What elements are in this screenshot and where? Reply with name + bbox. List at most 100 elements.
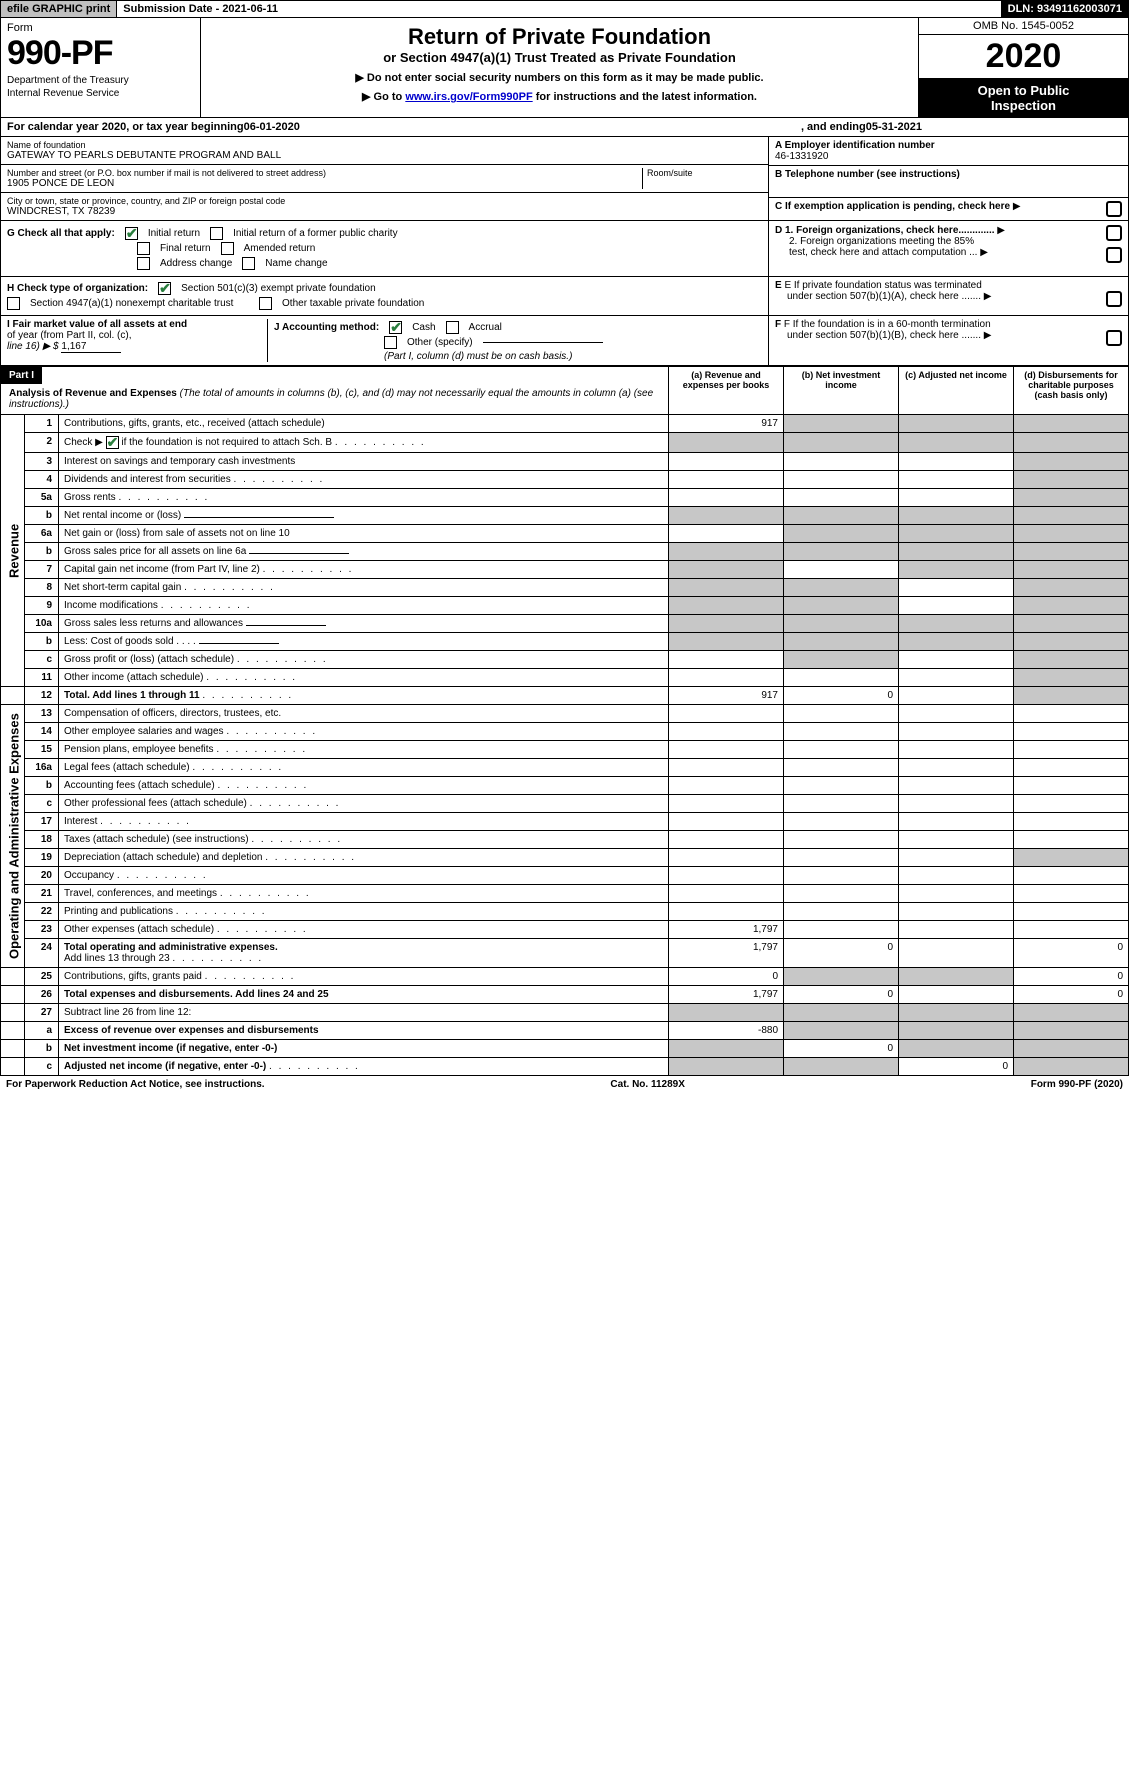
table-row: 23Other expenses (attach schedule) 1,797 (1, 921, 1129, 939)
entity-right: A Employer identification number 46-1331… (768, 137, 1128, 220)
checkbox-initial-return[interactable] (125, 227, 138, 240)
h-label: H Check type of organization: (7, 283, 148, 294)
table-row: cOther professional fees (attach schedul… (1, 795, 1129, 813)
form-number: 990-PF (7, 34, 194, 73)
form-meta-block: OMB No. 1545-0052 2020 Open to Public In… (918, 18, 1128, 117)
table-row: 26 Total expenses and disbursements. Add… (1, 986, 1129, 1004)
open-line2: Inspection (991, 98, 1056, 113)
checkbox-f[interactable] (1106, 330, 1122, 346)
footer-mid: Cat. No. 11289X (610, 1079, 684, 1090)
inst2-pre: ▶ Go to (362, 91, 405, 103)
arrow-icon: ▶ (984, 330, 992, 341)
table-row: Revenue 1 Contributions, gifts, grants, … (1, 415, 1129, 433)
city-cell: City or town, state or province, country… (1, 193, 768, 220)
inline-field[interactable] (199, 643, 279, 644)
phone-cell: B Telephone number (see instructions) (769, 166, 1128, 198)
g-initial-former: Initial return of a former public charit… (233, 228, 398, 239)
amt-b (784, 415, 899, 433)
form-title-block: Return of Private Foundation or Section … (201, 18, 918, 117)
amt-d (1014, 415, 1129, 433)
phone-label: B Telephone number (see instructions) (775, 169, 1122, 180)
checkbox-e[interactable] (1106, 291, 1122, 307)
form-subtitle: or Section 4947(a)(1) Trust Treated as P… (207, 50, 912, 65)
inline-field[interactable] (246, 625, 326, 626)
inline-field[interactable] (184, 517, 334, 518)
table-row: bLess: Cost of goods sold . . . . (1, 633, 1129, 651)
table-row: 2 Check ▶ if the foundation is not requi… (1, 433, 1129, 453)
checkbox-c[interactable] (1106, 201, 1122, 217)
submission-date: Submission Date - 2021-06-11 (117, 1, 1001, 17)
cal-end: 05-31-2021 (866, 121, 922, 133)
checkbox-name-change[interactable] (242, 257, 255, 270)
checkbox-initial-former[interactable] (210, 227, 223, 240)
table-row: 4Dividends and interest from securities (1, 471, 1129, 489)
table-row: 10aGross sales less returns and allowanc… (1, 615, 1129, 633)
checkbox-accrual[interactable] (446, 321, 459, 334)
table-row: 21Travel, conferences, and meetings (1, 885, 1129, 903)
foundation-name-cell: Name of foundation GATEWAY TO PEARLS DEB… (1, 137, 768, 165)
table-row: 7Capital gain net income (from Part IV, … (1, 561, 1129, 579)
cal-begin: 06-01-2020 (244, 121, 300, 133)
checkbox-final[interactable] (137, 242, 150, 255)
table-row: 18Taxes (attach schedule) (see instructi… (1, 831, 1129, 849)
irs-link[interactable]: www.irs.gov/Form990PF (405, 91, 532, 103)
amt-a: 917 (669, 415, 784, 433)
table-row: 20Occupancy (1, 867, 1129, 885)
d2a-label: 2. Foreign organizations meeting the 85% (775, 236, 1122, 247)
part1-header-row: Part I Analysis of Revenue and Expenses … (1, 367, 1129, 415)
j-block: J Accounting method: Cash Accrual Other … (267, 319, 762, 362)
efile-label: efile GRAPHIC print (1, 1, 117, 17)
city-label: City or town, state or province, country… (7, 196, 762, 206)
section-g-d: G Check all that apply: Initial return I… (0, 221, 1129, 277)
checkbox-sch-b[interactable] (106, 436, 119, 449)
page-footer: For Paperwork Reduction Act Notice, see … (0, 1076, 1129, 1093)
g-label: G Check all that apply: (7, 228, 115, 239)
table-row: bNet rental income or (loss) (1, 507, 1129, 525)
col-c-header: (c) Adjusted net income (899, 367, 1014, 415)
checkbox-other-method[interactable] (384, 336, 397, 349)
footer-right: Form 990-PF (2020) (1031, 1079, 1123, 1090)
ein-label: A Employer identification number (775, 140, 1122, 151)
d1-label: D 1. Foreign organizations, check here..… (775, 225, 995, 236)
checkbox-501c3[interactable] (158, 282, 171, 295)
tax-year: 2020 (919, 35, 1128, 79)
i-lab2: of year (from Part II, col. (c), (7, 330, 261, 341)
instruction-1: ▶ Do not enter social security numbers o… (207, 71, 912, 84)
checkbox-amended[interactable] (221, 242, 234, 255)
table-row: 25 Contributions, gifts, grants paid 0 0 (1, 968, 1129, 986)
checkbox-cash[interactable] (389, 321, 402, 334)
ein-cell: A Employer identification number 46-1331… (769, 137, 1128, 166)
h-other: Other taxable private foundation (282, 298, 424, 309)
col-b-header: (b) Net investment income (784, 367, 899, 415)
g-addr: Address change (160, 258, 232, 269)
inst2-post: for instructions and the latest informat… (536, 91, 757, 103)
checkbox-4947[interactable] (7, 297, 20, 310)
dept-treasury: Department of the Treasury (7, 75, 194, 86)
line-desc: Check ▶ if the foundation is not require… (59, 433, 669, 453)
checkbox-other-taxable[interactable] (259, 297, 272, 310)
checkbox-d1[interactable] (1106, 225, 1122, 241)
inline-field[interactable] (249, 553, 349, 554)
g-initial: Initial return (148, 228, 200, 239)
name-label: Name of foundation (7, 140, 762, 150)
table-row: 11Other income (attach schedule) (1, 669, 1129, 687)
table-row: 24 Total operating and administrative ex… (1, 939, 1129, 968)
checkbox-address-change[interactable] (137, 257, 150, 270)
j-other: Other (specify) (407, 337, 473, 348)
section-h-e: H Check type of organization: Section 50… (0, 277, 1129, 316)
expenses-side-label: Operating and Administrative Expenses (1, 705, 25, 968)
other-specify-input[interactable] (483, 342, 603, 343)
table-row: 6aNet gain or (loss) from sale of assets… (1, 525, 1129, 543)
table-row: a Excess of revenue over expenses and di… (1, 1022, 1129, 1040)
form-title: Return of Private Foundation (207, 24, 912, 50)
table-row: 19Depreciation (attach schedule) and dep… (1, 849, 1129, 867)
form-word: Form (7, 22, 194, 34)
g-block: G Check all that apply: Initial return I… (1, 221, 768, 276)
revenue-side-label: Revenue (1, 415, 25, 687)
i-lab1: I Fair market value of all assets at end (7, 319, 187, 330)
part1-title: Analysis of Revenue and Expenses (9, 388, 177, 399)
g-final: Final return (160, 243, 211, 254)
footer-left: For Paperwork Reduction Act Notice, see … (6, 1079, 265, 1090)
checkbox-d2[interactable] (1106, 247, 1122, 263)
i-value: 1,167 (61, 341, 121, 353)
